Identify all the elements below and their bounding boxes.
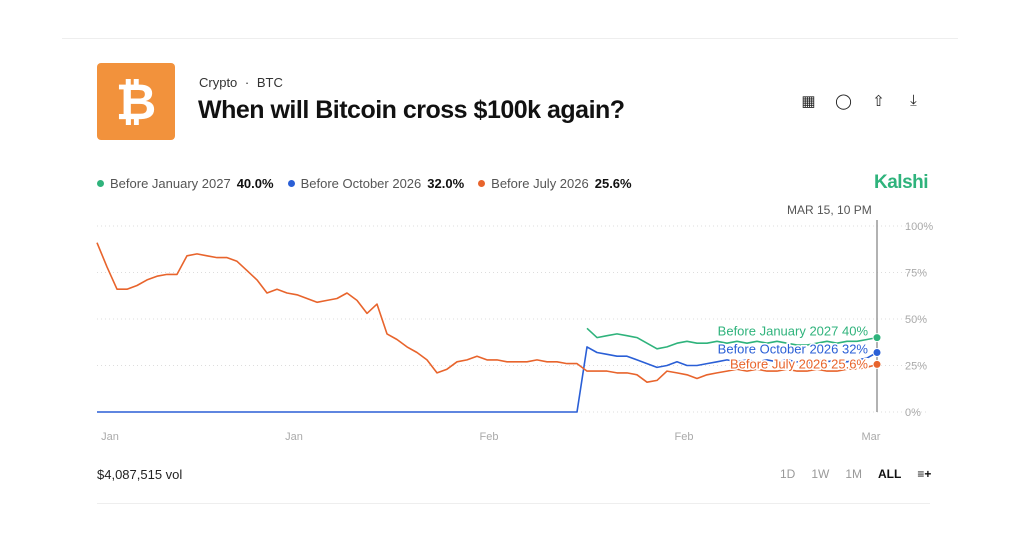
x-tick-label: Feb bbox=[480, 431, 499, 443]
breadcrumb-ticker[interactable]: BTC bbox=[256, 75, 283, 90]
legend-dot bbox=[97, 180, 104, 187]
legend-dot bbox=[287, 180, 295, 187]
legend: Before January 2027 40.0% Before October 2… bbox=[97, 176, 632, 191]
y-tick-label: 0% bbox=[905, 407, 921, 419]
legend-label: Before January 2027 bbox=[110, 176, 231, 191]
legend-dot bbox=[478, 180, 486, 187]
add-series-icon[interactable]: ≡+ bbox=[917, 467, 932, 481]
series-end-dot bbox=[872, 347, 882, 357]
y-tick-label: 50% bbox=[905, 314, 927, 326]
hover-timestamp: MAR 15, 10 PM bbox=[787, 203, 872, 217]
bottom-divider bbox=[97, 503, 930, 504]
series-end-label: Before October 2026 32% bbox=[718, 341, 869, 356]
breadcrumb-category[interactable]: Crypto bbox=[199, 75, 238, 90]
range-all[interactable]: ALL bbox=[878, 467, 902, 481]
series-line bbox=[586, 327, 878, 350]
series-end-dot bbox=[872, 333, 882, 343]
x-tick-label: Jan bbox=[285, 431, 303, 443]
y-tick-label: 100% bbox=[905, 221, 933, 233]
volume: $4,087,515 vol bbox=[97, 467, 183, 482]
legend-item[interactable]: Before January 2027 40.0% bbox=[97, 176, 274, 191]
x-tick-label: Mar bbox=[862, 431, 881, 443]
toolbar: ▦ ◯ ⇧ ⤓ bbox=[800, 92, 922, 110]
range-1d[interactable]: 1D bbox=[780, 467, 796, 481]
range-1m[interactable]: 1M bbox=[845, 467, 863, 481]
download-icon[interactable]: ⤓ bbox=[910, 92, 917, 109]
top-divider bbox=[62, 38, 958, 39]
series-line bbox=[96, 242, 878, 383]
legend-item[interactable]: Before October 2026 32.0% bbox=[287, 176, 465, 191]
legend-label: Before October 2026 bbox=[300, 176, 422, 191]
series-end-label: Before January 2027 40% bbox=[718, 324, 869, 339]
share-icon[interactable]: ⇧ bbox=[872, 92, 885, 110]
range-1w[interactable]: 1W bbox=[811, 467, 830, 481]
legend-label: Before July 2026 bbox=[491, 176, 589, 191]
y-tick-label: 25% bbox=[905, 361, 927, 373]
x-tick-label: Feb bbox=[675, 431, 694, 443]
legend-value: 40.0% bbox=[236, 176, 274, 191]
series-end-dot bbox=[872, 359, 882, 369]
range-selector: 1D 1W 1M ALL ≡+ bbox=[780, 467, 931, 481]
comment-icon[interactable]: ◯ bbox=[835, 92, 852, 110]
calendar-icon[interactable]: ▦ bbox=[801, 92, 816, 110]
breadcrumb: Crypto · BTC bbox=[199, 75, 283, 90]
legend-value: 25.6% bbox=[594, 176, 632, 191]
legend-item[interactable]: Before July 2026 25.6% bbox=[478, 176, 632, 191]
breadcrumb-separator: · bbox=[244, 75, 250, 90]
bitcoin-icon: ₿ bbox=[115, 73, 157, 130]
kalshi-logo: Kalshi bbox=[874, 172, 929, 193]
y-tick-label: 75% bbox=[905, 268, 927, 280]
series-end-label: Before July 2026 25.6% bbox=[730, 356, 868, 371]
page-title: When will Bitcoin cross $100k again? bbox=[198, 96, 625, 124]
series-line bbox=[97, 346, 878, 413]
x-tick-label: Jan bbox=[101, 431, 119, 443]
bitcoin-logo: ₿ bbox=[97, 63, 175, 140]
legend-value: 32.0% bbox=[427, 176, 465, 191]
